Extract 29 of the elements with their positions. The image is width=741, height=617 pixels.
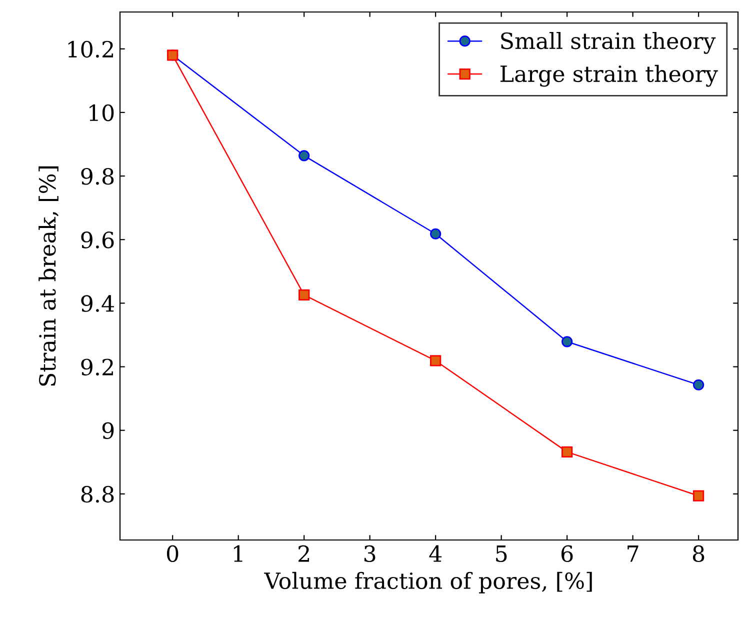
legend-label: Small strain theory bbox=[501, 32, 716, 54]
point bbox=[562, 336, 573, 348]
point bbox=[430, 228, 442, 240]
y-tick-label: 9.6 bbox=[81, 232, 114, 248]
y-tick-label: 9.4 bbox=[81, 295, 114, 312]
point bbox=[430, 355, 442, 366]
y-tick-label: 9.8 bbox=[81, 168, 114, 185]
x-tick-label: 8 bbox=[692, 545, 704, 562]
y-tick-label: 9 bbox=[102, 422, 114, 440]
y-axis-title: Strain at break, [%] bbox=[38, 166, 59, 386]
point bbox=[692, 379, 704, 390]
x-tick-label: 0 bbox=[166, 545, 178, 562]
point bbox=[298, 150, 310, 162]
x-tick-label: 3 bbox=[364, 545, 376, 562]
x-axis-title: Volume fraction of pores, [%] bbox=[264, 572, 592, 594]
point bbox=[298, 289, 310, 300]
x-tick-label: 6 bbox=[561, 545, 573, 562]
point bbox=[692, 490, 704, 502]
x-tick-label: 4 bbox=[429, 545, 442, 562]
y-tick-label: 10.2 bbox=[68, 40, 113, 58]
legend-label: Large strain theory bbox=[500, 64, 718, 87]
x-tick-label: 7 bbox=[628, 546, 638, 562]
point bbox=[562, 446, 573, 458]
y-tick-label: 9.2 bbox=[81, 358, 113, 376]
x-tick-label: 5 bbox=[496, 546, 507, 562]
y-tick-label: 8.8 bbox=[81, 486, 114, 503]
x-tick-label: 1 bbox=[234, 545, 242, 562]
y-tick-label: 10 bbox=[90, 104, 114, 122]
x-tick-label: 2 bbox=[298, 545, 309, 562]
